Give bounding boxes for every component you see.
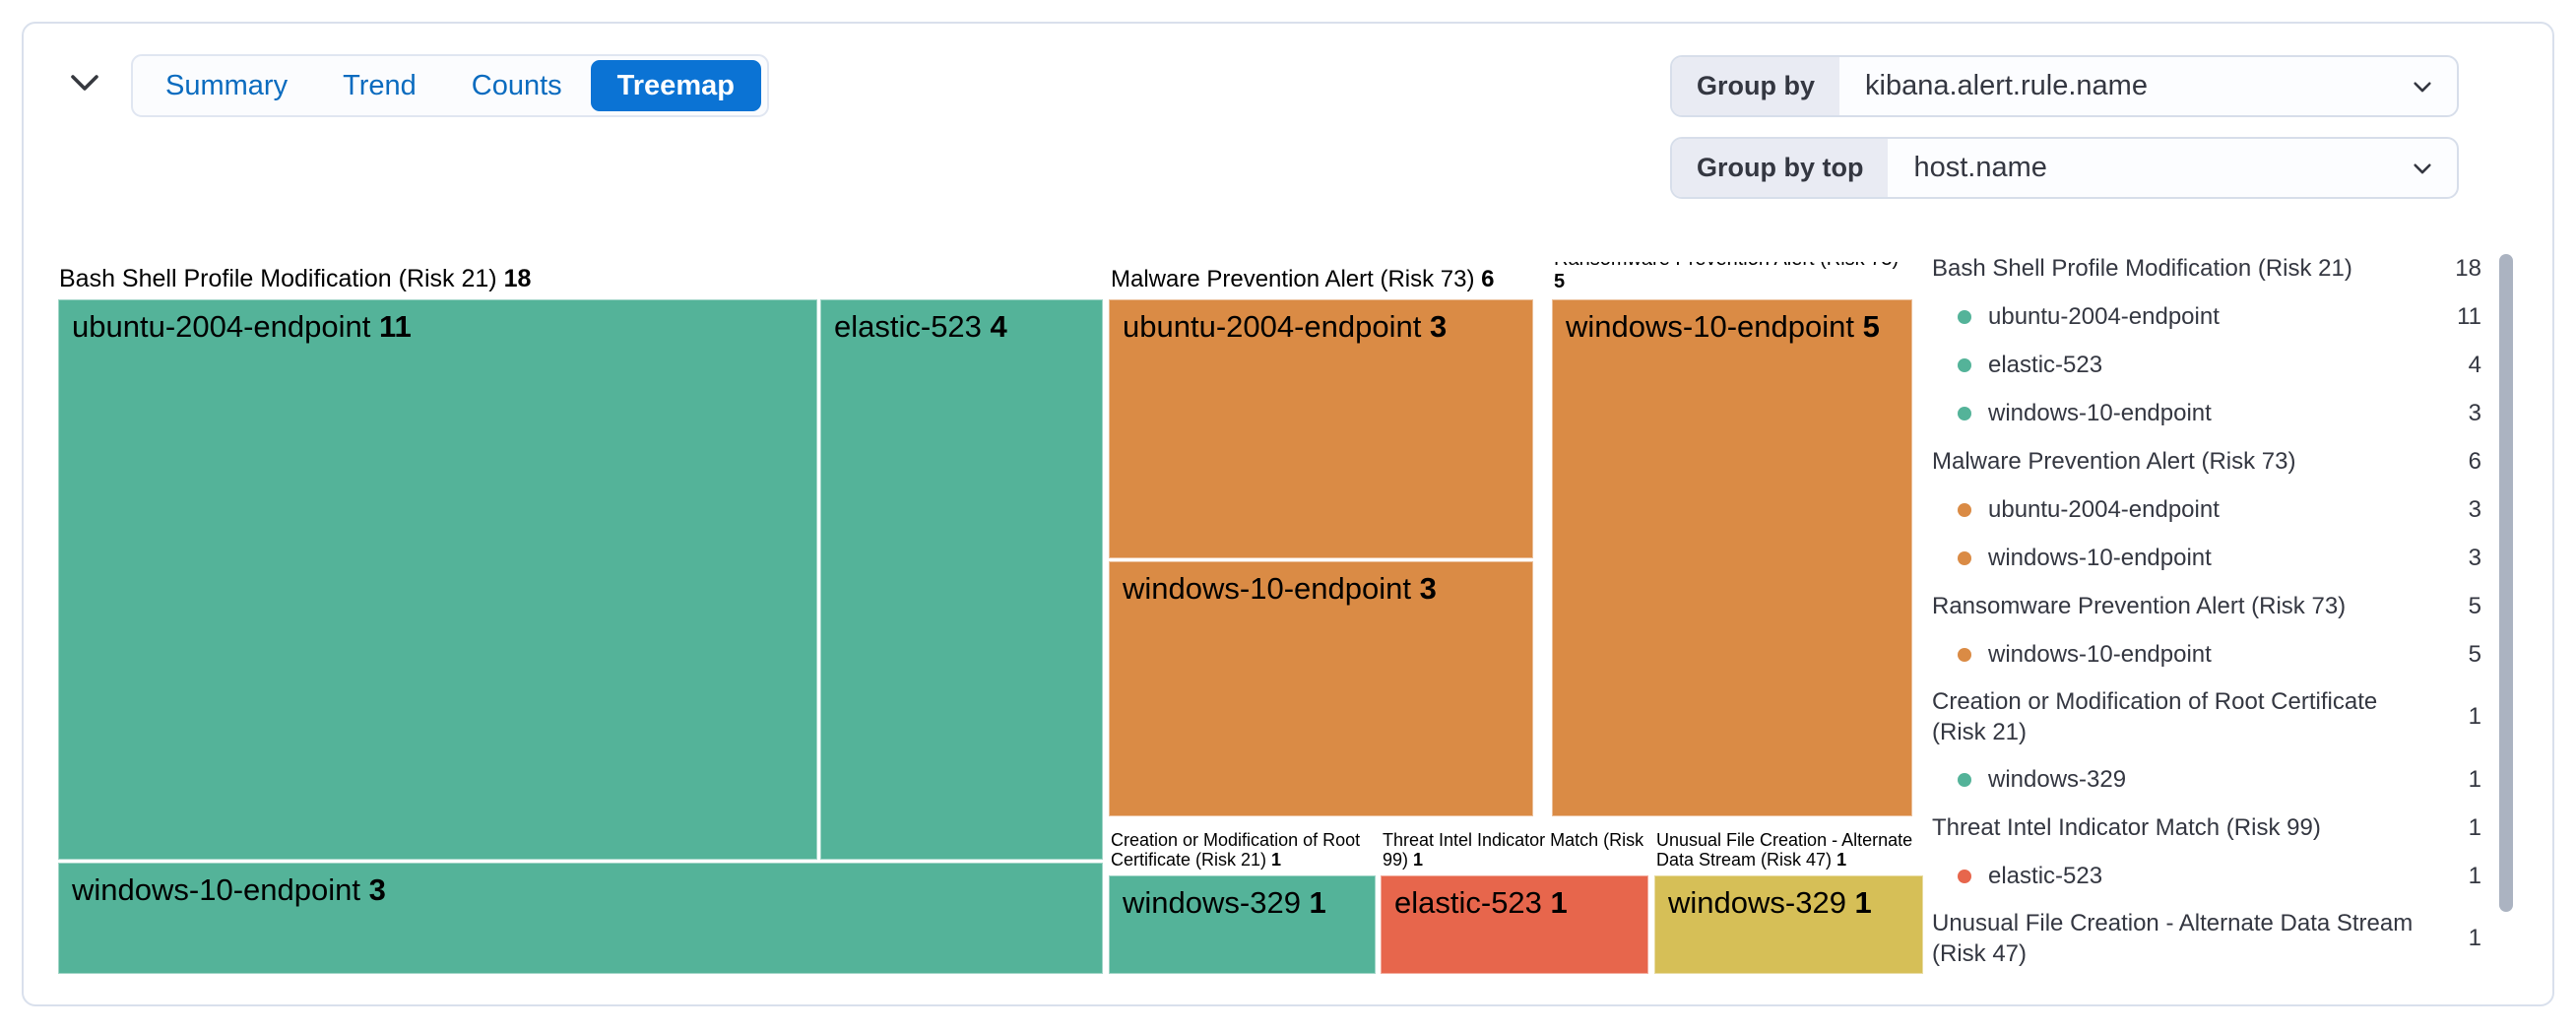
- legend-item-count: 6: [2468, 447, 2481, 475]
- legend-item-label: Creation or Modification of Root Certifi…: [1932, 688, 2378, 745]
- treemap-group-header: Bash Shell Profile Modification (Risk 21…: [59, 265, 532, 293]
- legend-item-count: 1: [2468, 862, 2481, 889]
- legend-item-count: 3: [2468, 495, 2481, 523]
- treemap-cell[interactable]: windows-10-endpoint 3: [58, 863, 1103, 974]
- legend-item-count: 1: [2468, 765, 2481, 793]
- treemap-cell[interactable]: ubuntu-2004-endpoint 11: [58, 299, 817, 860]
- legend-item-host[interactable]: windows-10-endpoint 5: [1932, 630, 2481, 678]
- legend-item-host[interactable]: elastic-523 4: [1932, 341, 2481, 389]
- treemap-group-header: Creation or Modification of Root Certifi…: [1111, 829, 1361, 871]
- group-by-top-value: host.name: [1913, 152, 2047, 183]
- treemap-group-header: Unusual File Creation - Alternate Data S…: [1656, 829, 1913, 871]
- legend-item-label: ubuntu-2004-endpoint: [1932, 301, 2415, 332]
- legend-item-rule[interactable]: Creation or Modification of Root Certifi…: [1932, 678, 2481, 755]
- legend-color-dot-icon: [1958, 550, 1971, 565]
- treemap-cell[interactable]: windows-10-endpoint 5: [1552, 299, 1912, 816]
- legend-item-label: windows-10-endpoint: [1932, 398, 2415, 428]
- tab-summary[interactable]: Summary: [139, 60, 314, 111]
- legend-color-dot-icon: [1958, 309, 1971, 324]
- tab-trend[interactable]: Trend: [316, 60, 443, 111]
- tab-counts[interactable]: Counts: [445, 60, 589, 111]
- legend-item-label: Ransomware Prevention Alert (Risk 73): [1932, 593, 2347, 619]
- legend-item-count: 4: [2468, 351, 2481, 378]
- group-by-value: kibana.alert.rule.name: [1865, 70, 2148, 101]
- treemap-cell[interactable]: windows-329 1: [1654, 875, 1923, 974]
- legend-color-dot-icon: [1958, 357, 1971, 372]
- legend-item-label: windows-10-endpoint: [1932, 639, 2415, 670]
- legend-item-count: 5: [2468, 640, 2481, 668]
- legend-item-rule[interactable]: Bash Shell Profile Modification (Risk 21…: [1932, 244, 2481, 292]
- treemap-cell[interactable]: windows-10-endpoint 3: [1109, 561, 1533, 816]
- legend-item-count: 5: [2468, 592, 2481, 619]
- legend-color-dot-icon: [1958, 869, 1971, 883]
- legend-item-host[interactable]: elastic-523 1: [1932, 852, 2481, 900]
- treemap-cell[interactable]: windows-329 1: [1109, 875, 1376, 974]
- tab-treemap[interactable]: Treemap: [590, 60, 761, 111]
- legend-item-rule[interactable]: Threat Intel Indicator Match (Risk 99) 1: [1932, 804, 2481, 852]
- view-selector-button-group: Summary Trend Counts Treemap: [131, 54, 769, 117]
- legend-item-rule[interactable]: Unusual File Creation - Alternate Data S…: [1932, 900, 2481, 977]
- legend-item-host[interactable]: windows-10-endpoint 3: [1932, 534, 2481, 582]
- group-by-label: Group by: [1672, 57, 1839, 115]
- legend-item-label: elastic-523: [1932, 861, 2415, 891]
- group-by-top-select[interactable]: Group by top host.name: [1670, 137, 2459, 199]
- legend-color-dot-icon: [1958, 772, 1971, 787]
- legend-item-host[interactable]: windows-329 1: [1932, 755, 2481, 804]
- legend-item-count: 11: [2457, 302, 2481, 330]
- treemap-cell[interactable]: elastic-523 4: [820, 299, 1103, 860]
- treemap-group-header: Ransomware Prevention Alert (Risk 73) 5: [1554, 262, 1899, 292]
- treemap-group-header: Threat Intel Indicator Match (Risk 99) 1: [1383, 829, 1644, 871]
- legend-item-host[interactable]: windows-10-endpoint 3: [1932, 389, 2481, 437]
- legend-color-dot-icon: [1958, 502, 1971, 517]
- legend-item-host[interactable]: ubuntu-2004-endpoint 3: [1932, 485, 2481, 534]
- legend-item-count: 3: [2468, 544, 2481, 571]
- chevron-down-icon: [71, 75, 98, 91]
- legend-item-label: windows-10-endpoint: [1932, 543, 2415, 573]
- legend-item-label: elastic-523: [1932, 350, 2415, 380]
- legend-item-count: 1: [2468, 925, 2481, 951]
- legend-item-label: windows-329: [1932, 764, 2415, 795]
- legend-item-label: Bash Shell Profile Modification (Risk 21…: [1932, 255, 2352, 282]
- legend-item-count: 1: [2468, 703, 2481, 730]
- legend-item-label: Unusual File Creation - Alternate Data S…: [1932, 910, 2414, 967]
- legend-item-rule[interactable]: Ransomware Prevention Alert (Risk 73) 5: [1932, 582, 2481, 630]
- treemap-legend: Bash Shell Profile Modification (Risk 21…: [1932, 244, 2481, 977]
- legend-color-dot-icon: [1958, 406, 1971, 420]
- legend-item-label: Malware Prevention Alert (Risk 73): [1932, 448, 2296, 475]
- collapse-section-button[interactable]: [61, 59, 108, 106]
- legend-item-host[interactable]: ubuntu-2004-endpoint 11: [1932, 292, 2481, 341]
- chevron-down-icon: [2414, 81, 2431, 92]
- treemap-cell[interactable]: elastic-523 1: [1381, 875, 1648, 974]
- legend-item-count: 1: [2468, 813, 2481, 841]
- legend-color-dot-icon: [1958, 647, 1971, 662]
- legend-item-rule[interactable]: Malware Prevention Alert (Risk 73) 6: [1932, 437, 2481, 485]
- legend-item-count: 18: [2455, 254, 2481, 282]
- group-by-top-label: Group by top: [1672, 139, 1889, 197]
- group-by-select[interactable]: Group by kibana.alert.rule.name: [1670, 55, 2459, 117]
- legend-item-count: 3: [2468, 399, 2481, 426]
- treemap-cell[interactable]: ubuntu-2004-endpoint 3: [1109, 299, 1533, 558]
- treemap-group-header: Malware Prevention Alert (Risk 73) 6: [1111, 266, 1495, 293]
- legend-item-label: Threat Intel Indicator Match (Risk 99): [1932, 814, 2321, 841]
- chevron-down-icon: [2414, 162, 2431, 173]
- legend-scrollbar-thumb[interactable]: [2499, 254, 2513, 912]
- legend-item-label: ubuntu-2004-endpoint: [1932, 494, 2415, 525]
